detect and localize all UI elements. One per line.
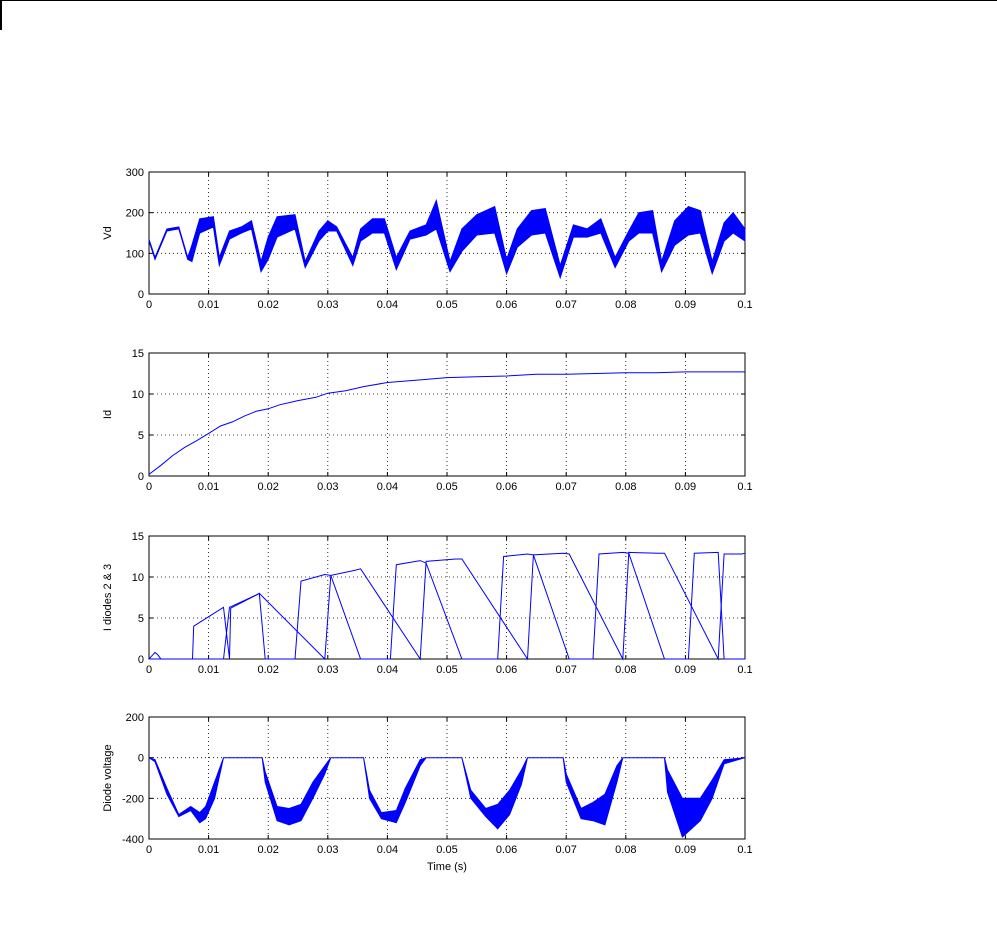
x-tick-label: 0.07 [555, 664, 576, 676]
x-tick-label: 0.04 [377, 844, 398, 856]
x-tick-label: 0.1 [737, 844, 752, 856]
y-tick-label: 5 [138, 613, 144, 625]
subplot-3: 0 0.01 0.02 0.03 0.04 0.05 0.06 0.07 0.08 0.09 0.1… [102, 531, 753, 676]
x-tick-label: 0.02 [257, 481, 278, 493]
x-tick-label: 0.04 [377, 299, 398, 311]
y-axis-label: Vd [102, 226, 114, 239]
y-tick-label: 10 [132, 389, 144, 401]
x-tick-label: 0.05 [436, 664, 457, 676]
y-tick-label: -200 [122, 793, 144, 805]
y-tick-label: 15 [132, 531, 144, 543]
y-axis-label: I diodes 2 & 3 [102, 564, 114, 631]
x-tick-label: 0.01 [198, 481, 219, 493]
x-tick-label: 0.1 [737, 299, 752, 311]
x-tick-label: 0.08 [615, 664, 636, 676]
x-tick-label: 0.03 [317, 481, 338, 493]
x-tick-label: 0.03 [317, 844, 338, 856]
x-tick-label: 0.09 [675, 844, 696, 856]
y-tick-label: 5 [138, 430, 144, 442]
x-tick-label: 0.01 [198, 664, 219, 676]
x-tick-label: 0.1 [737, 481, 752, 493]
x-tick-label: 0.07 [555, 844, 576, 856]
y-tick-label: 300 [126, 167, 144, 179]
y-tick-label: 0 [138, 289, 144, 301]
x-tick-label: 0.07 [555, 299, 576, 311]
y-tick-label: 0 [138, 471, 144, 483]
x-tick-label: 0.03 [317, 299, 338, 311]
x-tick-label: 0.03 [317, 664, 338, 676]
subplot-4: 0 0.01 0.02 0.03 0.04 0.05 0.06 0.07 0.08 0.09 0.1… [102, 712, 753, 873]
y-tick-label: 200 [126, 712, 144, 724]
x-tick-label: 0.08 [615, 481, 636, 493]
x-tick-label: 0.09 [675, 664, 696, 676]
x-tick-label: 0 [146, 481, 152, 493]
y-tick-label: 10 [132, 572, 144, 584]
y-tick-label: 0 [138, 654, 144, 666]
x-tick-label: 0.09 [675, 481, 696, 493]
x-tick-label: 0.08 [615, 299, 636, 311]
x-tick-label: 0 [146, 299, 152, 311]
x-tick-label: 0.1 [737, 664, 752, 676]
x-tick-label: 0.02 [257, 664, 278, 676]
window-top-border [0, 0, 997, 1]
x-tick-label: 0.07 [555, 481, 576, 493]
x-tick-label: 0.06 [496, 481, 517, 493]
subplot-1: 0 0.01 0.02 0.03 0.04 0.05 0.06 0.07 0.08 0.09 0.1… [102, 167, 753, 311]
x-tick-label: 0.04 [377, 664, 398, 676]
y-tick-label: 100 [126, 248, 144, 260]
y-tick-label: -400 [122, 834, 144, 846]
series-band-1 [148, 198, 746, 280]
x-tick-label: 0.05 [436, 844, 457, 856]
x-tick-label: 0.06 [496, 844, 517, 856]
x-tick-label: 0.06 [496, 664, 517, 676]
subplot-2: 0 0.01 0.02 0.03 0.04 0.05 0.06 0.07 0.08 0.09 0.1… [102, 348, 753, 493]
x-tick-label: 0.05 [436, 299, 457, 311]
series-band-1 [148, 757, 746, 838]
y-tick-label: 0 [138, 753, 144, 765]
x-tick-label: 0.06 [496, 299, 517, 311]
x-tick-label: 0.01 [198, 299, 219, 311]
series-line-1 [148, 371, 745, 475]
x-tick-label: 0.09 [675, 299, 696, 311]
y-tick-label: 200 [126, 208, 144, 220]
x-tick-label: 0.01 [198, 844, 219, 856]
x-tick-label: 0 [146, 664, 152, 676]
y-axis-label: Id [102, 410, 114, 419]
x-tick-label: 0 [146, 844, 152, 856]
series-line-2 [149, 551, 746, 661]
window-left-border [0, 0, 2, 30]
y-tick-label: 15 [132, 348, 144, 360]
x-axis-label: Time (s) [427, 861, 467, 873]
x-tick-label: 0.05 [436, 481, 457, 493]
x-tick-label: 0.02 [257, 299, 278, 311]
x-tick-label: 0.04 [377, 481, 398, 493]
x-tick-label: 0.02 [257, 844, 278, 856]
y-axis-label: Diode voltage [102, 744, 114, 811]
x-tick-label: 0.08 [615, 844, 636, 856]
